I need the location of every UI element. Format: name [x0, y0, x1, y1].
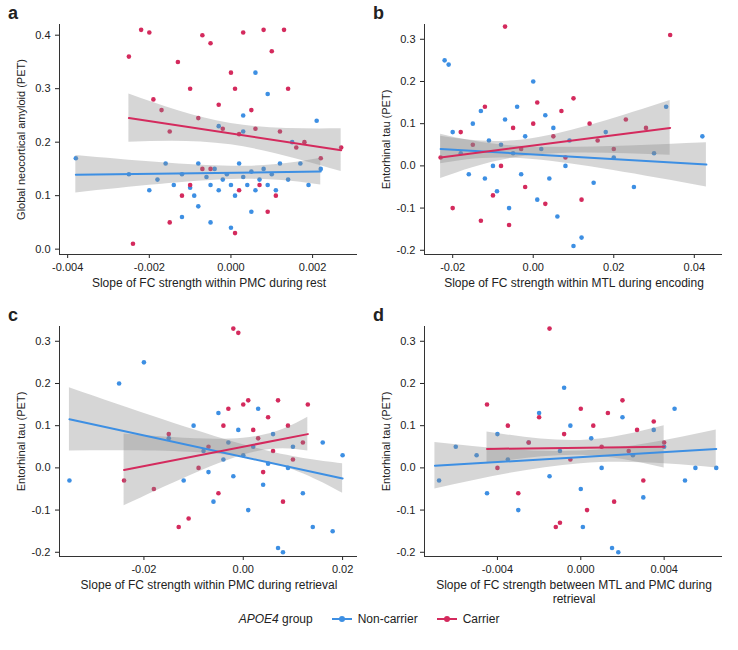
svg-text:0.04: 0.04 [684, 261, 705, 273]
svg-text:0.000: 0.000 [567, 563, 595, 575]
svg-text:Entorhinal tau (PET): Entorhinal tau (PET) [15, 392, 27, 492]
svg-text:0.2: 0.2 [35, 136, 50, 148]
svg-text:-0.1: -0.1 [397, 504, 416, 516]
html-text:Carrier: Carrier [462, 612, 500, 626]
svg-text:Global neocortical amyloid (PE: Global neocortical amyloid (PET) [15, 59, 27, 220]
svg-text:0.3: 0.3 [400, 33, 415, 45]
html-text:Slope of FC strength within MT: Slope of FC strength within MTL during e… [444, 276, 704, 290]
html-text:Slope of FC strength between M: Slope of FC strength between MTL and PMC… [436, 578, 712, 606]
svg-text:0.0: 0.0 [35, 243, 50, 255]
svg-text:0.1: 0.1 [35, 189, 50, 201]
svg-text:-0.002: -0.002 [134, 261, 165, 273]
svg-text:-0.2: -0.2 [32, 546, 51, 558]
html-text:a: a [8, 3, 18, 23]
svg-text:0.2: 0.2 [400, 75, 415, 87]
html-text:Non-carrier: Non-carrier [357, 612, 418, 626]
svg-text:0.3: 0.3 [35, 335, 50, 347]
svg-text:0.00: 0.00 [523, 261, 544, 273]
svg-text:-0.2: -0.2 [397, 244, 416, 256]
svg-text:-0.1: -0.1 [32, 504, 51, 516]
svg-text:Entorhinal tau (PET): Entorhinal tau (PET) [380, 90, 392, 190]
svg-text:-0.004: -0.004 [52, 261, 83, 273]
svg-text:0.0: 0.0 [400, 159, 415, 171]
svg-text:0.004: 0.004 [650, 563, 678, 575]
svg-text:Entorhinal tau (PET): Entorhinal tau (PET) [380, 392, 392, 492]
svg-text:-0.02: -0.02 [131, 563, 156, 575]
svg-text:0.02: 0.02 [332, 563, 353, 575]
html-text:Slope of FC strength within PM: Slope of FC strength within PMC during r… [80, 578, 338, 592]
svg-text:0.02: 0.02 [603, 261, 624, 273]
html-text:d: d [373, 305, 384, 325]
html-text:Slope of FC strength within PM: Slope of FC strength within PMC during r… [91, 276, 326, 290]
svg-text:0.000: 0.000 [217, 261, 245, 273]
svg-text:-0.2: -0.2 [397, 546, 416, 558]
svg-text:0.1: 0.1 [35, 419, 50, 431]
svg-text:0.1: 0.1 [400, 419, 415, 431]
html-text:c: c [8, 305, 18, 325]
svg-text:0.00: 0.00 [233, 563, 254, 575]
svg-text:0.2: 0.2 [35, 377, 50, 389]
svg-text:0.1: 0.1 [400, 117, 415, 129]
svg-text:0.3: 0.3 [35, 82, 50, 94]
svg-text:0.0: 0.0 [35, 461, 50, 473]
svg-text:-0.02: -0.02 [440, 261, 465, 273]
html-text:APOE4 group: APOE4 group [238, 612, 313, 626]
svg-text:0.2: 0.2 [400, 377, 415, 389]
svg-text:0.4: 0.4 [35, 29, 50, 41]
svg-text:0.0: 0.0 [400, 461, 415, 473]
svg-text:-0.1: -0.1 [397, 202, 416, 214]
svg-text:0.002: 0.002 [299, 261, 327, 273]
svg-text:0.3: 0.3 [400, 335, 415, 347]
html-text:b: b [373, 3, 384, 23]
svg-text:-0.004: -0.004 [482, 563, 513, 575]
